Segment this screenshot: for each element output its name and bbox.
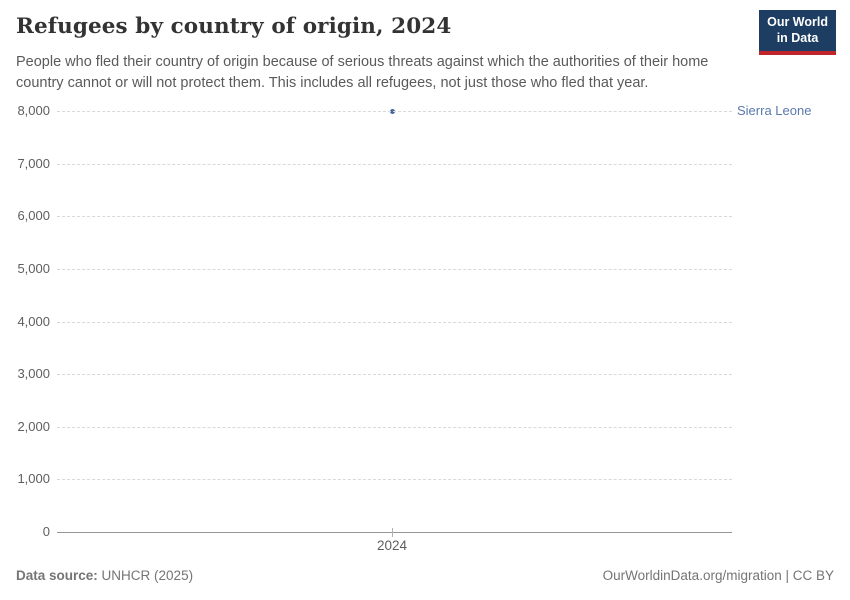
y-tick-label-7000: 7,000 <box>17 155 50 171</box>
x-axis-line <box>57 532 732 533</box>
series-label-sierra-leone[interactable]: Sierra Leone <box>737 103 812 118</box>
owid-logo-line2: in Data <box>776 30 819 45</box>
gridline-3000 <box>57 374 732 376</box>
y-tick-label-8000: 8,000 <box>17 103 50 118</box>
y-tick-label-1000: 1,000 <box>17 471 50 487</box>
owid-logo-line1: Our World <box>767 15 828 29</box>
y-tick-label-0: 0 <box>42 524 50 539</box>
y-tick-label-5000: 5,000 <box>17 260 50 276</box>
gridline-1000 <box>57 479 732 481</box>
page-title: Refugees by country of origin, 2024 <box>16 14 452 39</box>
y-tick-label-3000: 3,000 <box>17 366 50 382</box>
owid-logo[interactable]: Our World in Data <box>759 10 836 56</box>
chart-subtitle: People who fled their country of origin … <box>16 54 709 91</box>
gridline-7000 <box>57 163 732 165</box>
gridline-8000 <box>57 111 732 112</box>
y-tick-label-2000: 2,000 <box>17 418 50 434</box>
gridline-5000 <box>57 268 732 270</box>
y-tick-label-6000: 6,000 <box>17 208 50 224</box>
y-tick-label-4000: 4,000 <box>17 313 50 329</box>
x-tick-label: 2024 <box>376 538 408 553</box>
gridline-2000 <box>57 426 732 428</box>
gridline-4000 <box>57 321 732 323</box>
gridline-6000 <box>57 216 732 218</box>
x-axis-tick <box>392 528 393 537</box>
data-source-value: UNHCR (2025) <box>101 568 194 583</box>
license-link[interactable]: OurWorldinData.org/migration | CC BY <box>602 568 834 583</box>
data-source-note: Data source: UNHCR (2025) <box>16 568 193 583</box>
data-source-label: Data source: <box>16 568 98 583</box>
